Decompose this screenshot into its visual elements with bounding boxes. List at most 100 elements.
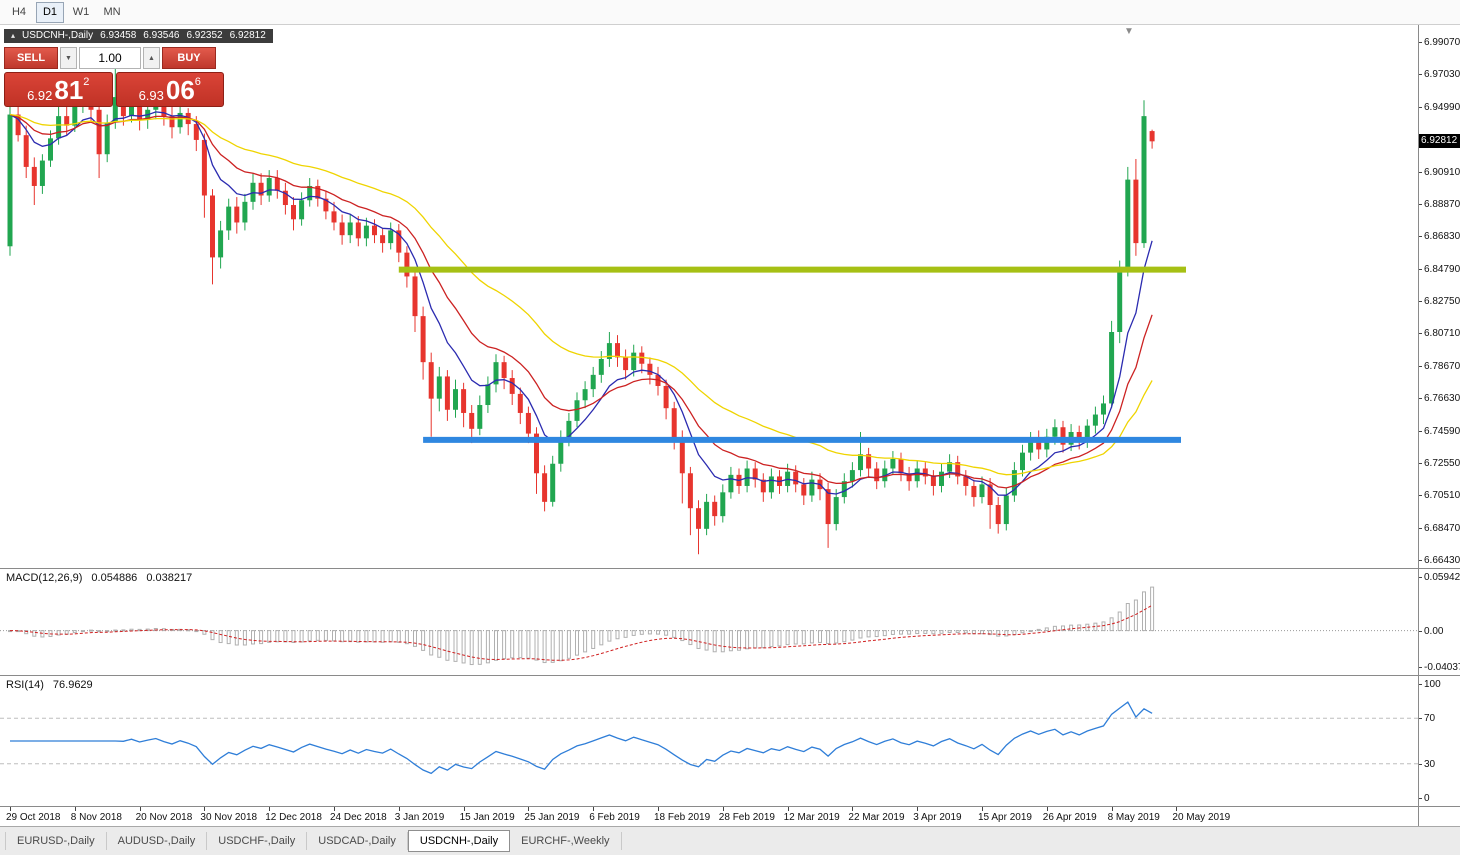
- ohlc-close: 6.92812: [229, 30, 266, 41]
- tab-audusd-daily[interactable]: AUDUSD-,Daily: [107, 832, 208, 850]
- macd-main-value: 0.054886: [91, 572, 138, 584]
- sell-price-base: 6.92: [27, 87, 53, 103]
- axis-tick: [1418, 171, 1422, 173]
- chart-shift-marker-icon[interactable]: ▼: [1124, 26, 1134, 37]
- date-label: 6 Feb 2019: [589, 812, 640, 823]
- price-axis-label: 6.86830: [1424, 231, 1460, 243]
- axis-tick: [1418, 763, 1422, 765]
- macd-axis-label: 0.00: [1424, 625, 1444, 637]
- timeframe-h4[interactable]: H4: [11, 6, 27, 18]
- one-click-trading-panel: SELL ▼ ▲ BUY 6.92 81 2 6.93 06 6: [4, 47, 224, 107]
- chart-title-bar: ▴ USDCNH-,Daily 6.93458 6.93546 6.92352 …: [4, 29, 273, 43]
- sell-price-button[interactable]: 6.92 81 2: [4, 72, 113, 107]
- rsi-axis-label: 100: [1424, 679, 1441, 690]
- axis-tick: [1418, 106, 1422, 108]
- collapse-icon[interactable]: ▴: [11, 31, 16, 40]
- date-tick: [204, 807, 206, 811]
- spin-down-icon: ▼: [65, 54, 72, 62]
- lot-increment-button[interactable]: ▲: [143, 47, 160, 69]
- axis-tick: [1418, 333, 1422, 335]
- date-tick: [463, 807, 465, 811]
- macd-header: MACD(12,26,9) 0.054886 0.038217: [6, 572, 192, 584]
- buy-price-button[interactable]: 6.93 06 6: [115, 72, 224, 107]
- macd-canvas[interactable]: [0, 569, 1418, 675]
- rsi-label: RSI(14): [6, 679, 44, 691]
- date-tick: [658, 807, 659, 811]
- price-axis-label: 6.94990: [1424, 101, 1460, 113]
- buy-price-pips: 06: [165, 75, 195, 106]
- tab-eurchf-weekly[interactable]: EURCHF-,Weekly: [510, 832, 622, 850]
- current-price-tag: 6.92812: [1419, 134, 1460, 149]
- date-tick: [139, 807, 141, 811]
- rsi-axis-label: 0: [1424, 793, 1430, 804]
- date-tick: [917, 807, 919, 811]
- macd-signal-value: 0.038217: [146, 572, 193, 584]
- timeframe-mn[interactable]: MN: [103, 6, 121, 18]
- axis-tick: [1418, 527, 1422, 529]
- date-tick: [269, 807, 271, 811]
- axis-tick: [1418, 718, 1422, 720]
- buy-price-point: 6: [194, 76, 201, 88]
- price-axis-label: 6.68470: [1424, 522, 1460, 534]
- sell-button[interactable]: SELL: [4, 47, 58, 69]
- price-axis-label: 6.76630: [1424, 393, 1460, 405]
- date-tick: [852, 807, 854, 811]
- axis-tick: [1418, 577, 1422, 578]
- price-axis-label: 6.99070: [1424, 37, 1460, 48]
- rsi-panel: RSI(14) 76.9629 100 70 30 0: [0, 676, 1460, 806]
- axis-tick: [1418, 301, 1422, 303]
- date-label: 26 Apr 2019: [1042, 812, 1097, 823]
- macd-panel: MACD(12,26,9) 0.054886 0.038217 0.059422 0.…: [0, 569, 1460, 675]
- chart-title: USDCNH-,Daily: [22, 30, 94, 41]
- date-tick: [10, 807, 11, 811]
- price-axis-separator: [1418, 25, 1419, 826]
- price-axis-label: 6.88870: [1424, 198, 1460, 210]
- timeframe-toolbar: H4 D1 W1 MN: [0, 0, 1460, 25]
- axis-tick: [1418, 630, 1422, 632]
- buy-button[interactable]: BUY: [162, 47, 216, 69]
- price-axis-label: 6.70510: [1424, 490, 1460, 502]
- price-axis-label: 6.78670: [1424, 360, 1460, 372]
- axis-tick: [1418, 560, 1422, 562]
- date-label: 15 Apr 2019: [978, 812, 1032, 823]
- date-label: 28 Feb 2019: [718, 812, 775, 823]
- axis-tick: [1418, 203, 1422, 205]
- tab-usdcnh-daily[interactable]: USDCNH-,Daily: [407, 830, 511, 852]
- axis-tick: [1418, 365, 1422, 367]
- tab-usdcad-daily[interactable]: USDCAD-,Daily: [307, 832, 408, 850]
- date-tick: [1046, 807, 1048, 811]
- rsi-header: RSI(14) 76.9629: [6, 679, 93, 691]
- lot-decrement-button[interactable]: ▼: [60, 47, 77, 69]
- macd-axis-label: 0.059422: [1424, 572, 1460, 583]
- axis-tick: [1418, 684, 1422, 685]
- date-label: 30 Nov 2018: [200, 812, 258, 823]
- main-chart-canvas[interactable]: [0, 25, 1418, 568]
- macd-axis-label: -0.040371: [1424, 662, 1460, 673]
- axis-tick: [1418, 430, 1422, 432]
- date-tick: [1176, 807, 1178, 811]
- axis-tick: [1418, 42, 1422, 43]
- tab-eurusd-daily[interactable]: EURUSD-,Daily: [5, 832, 107, 850]
- macd-label: MACD(12,26,9): [6, 572, 83, 584]
- tab-usdchf-daily[interactable]: USDCHF-,Daily: [207, 832, 308, 850]
- chart-tab-bar: EURUSD-,Daily AUDUSD-,Daily USDCHF-,Dail…: [0, 826, 1460, 855]
- panel-separator[interactable]: [0, 675, 1460, 676]
- timeframe-d1[interactable]: D1: [36, 1, 64, 23]
- date-tick: [787, 807, 789, 811]
- price-axis-label: 6.66430: [1424, 555, 1460, 567]
- date-label: 8 Nov 2018: [70, 812, 122, 823]
- date-axis[interactable]: 29 Oct 2018 8 Nov 2018 20 Nov 2018 30 Nov 2…: [0, 807, 1460, 826]
- date-tick: [74, 807, 76, 811]
- rsi-axis-label: 70: [1424, 713, 1436, 725]
- date-tick: [722, 807, 724, 811]
- sell-price-pips: 81: [54, 75, 84, 106]
- timeframe-w1[interactable]: W1: [72, 6, 90, 18]
- date-label: 12 Dec 2018: [265, 812, 322, 823]
- panel-separator[interactable]: [0, 568, 1460, 569]
- lot-size-input[interactable]: [79, 47, 141, 69]
- axis-tick: [1418, 495, 1422, 497]
- rsi-canvas[interactable]: [0, 676, 1418, 806]
- axis-tick: [1418, 74, 1422, 76]
- rsi-axis-label: 30: [1424, 758, 1436, 770]
